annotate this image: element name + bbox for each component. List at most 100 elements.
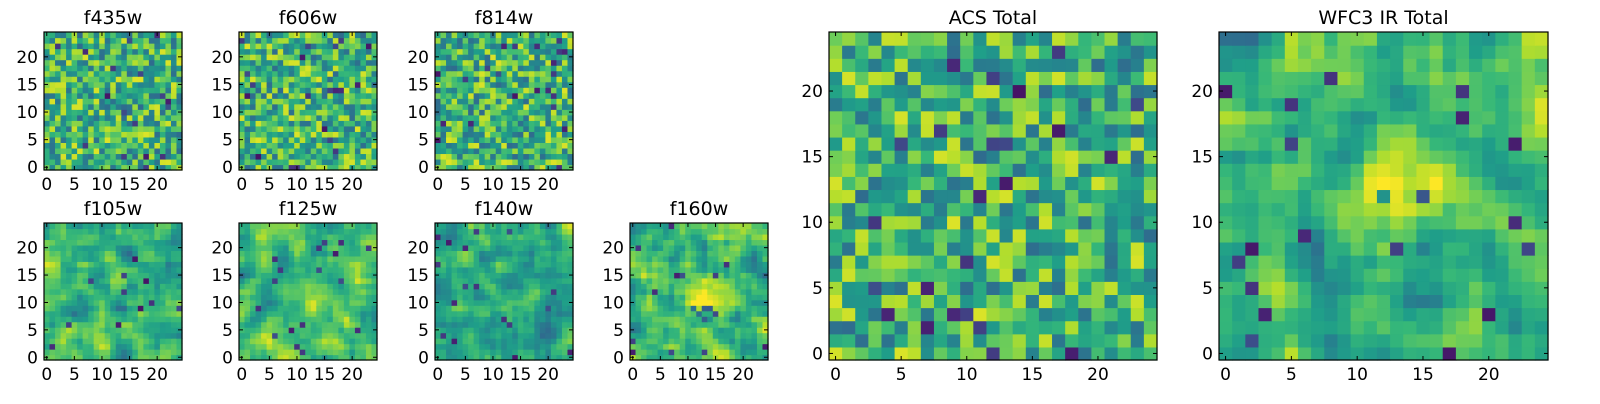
- heatmap-cell: [501, 311, 507, 317]
- heatmap-cell: [327, 223, 333, 229]
- heatmap-cell: [636, 344, 642, 350]
- heatmap-cell: [256, 38, 262, 44]
- heatmap-cell: [50, 338, 56, 344]
- heatmap-cell: [149, 322, 155, 328]
- heatmap-cell: [842, 308, 856, 322]
- heatmap-cell: [855, 150, 869, 164]
- heatmap-cell: [479, 250, 485, 256]
- heatmap-cell: [289, 294, 295, 300]
- heatmap-cell: [311, 333, 317, 339]
- heatmap-cell: [485, 142, 491, 148]
- heatmap-cell: [895, 176, 909, 190]
- heatmap-cell: [154, 131, 160, 137]
- heatmap-cell: [674, 327, 680, 333]
- heatmap-cell: [652, 283, 658, 289]
- heatmap-cell: [751, 344, 757, 350]
- heatmap-cell: [636, 245, 642, 251]
- heatmap-cell: [61, 333, 67, 339]
- heatmap-cell: [485, 311, 491, 317]
- heatmap-cell: [311, 109, 317, 115]
- heatmap-cell: [360, 327, 366, 333]
- heatmap-cell: [468, 245, 474, 251]
- heatmap-cell: [463, 256, 469, 262]
- heatmap-cell: [44, 256, 50, 262]
- heatmap-cell: [171, 300, 177, 306]
- heatmap-cell: [842, 203, 856, 217]
- heatmap-cell: [468, 142, 474, 148]
- heatmap-cell: [868, 203, 882, 217]
- heatmap-cell: [99, 82, 105, 88]
- heatmap-cell: [507, 256, 513, 262]
- heatmap-cell: [457, 239, 463, 245]
- heatmap-cell: [523, 131, 529, 137]
- heatmap-cell: [272, 316, 278, 322]
- heatmap-cell: [523, 43, 529, 49]
- heatmap-cell: [322, 87, 328, 93]
- heatmap-cell: [540, 38, 546, 44]
- heatmap-cell: [740, 305, 746, 311]
- heatmap-cell: [1065, 308, 1079, 322]
- heatmap-cell: [300, 87, 306, 93]
- heatmap-cell: [355, 104, 361, 110]
- heatmap-cell: [316, 349, 322, 355]
- heatmap-cell: [868, 163, 882, 177]
- heatmap-cell: [322, 283, 328, 289]
- heatmap-cell: [61, 126, 67, 132]
- heatmap-cell: [973, 255, 987, 269]
- heatmap-cell: [556, 82, 562, 88]
- heatmap-cell: [855, 163, 869, 177]
- heatmap-cell: [132, 223, 138, 229]
- heatmap-cell: [83, 153, 89, 159]
- heatmap-cell: [333, 159, 339, 165]
- heatmap-cell: [272, 148, 278, 154]
- heatmap-cell: [529, 76, 535, 82]
- heatmap-cell: [1118, 347, 1132, 361]
- heatmap-cell: [83, 131, 89, 137]
- heatmap-cell: [468, 159, 474, 165]
- heatmap-cell: [143, 120, 149, 126]
- heatmap-cell: [278, 159, 284, 165]
- heatmap-cell: [1118, 255, 1132, 269]
- heatmap-cell: [272, 82, 278, 88]
- heatmap-cell: [485, 148, 491, 154]
- heatmap-cell: [44, 153, 50, 159]
- heatmap-cell: [105, 159, 111, 165]
- heatmap-cell: [746, 245, 752, 251]
- heatmap-cell: [294, 126, 300, 132]
- heatmap-cell: [327, 305, 333, 311]
- heatmap-cell: [154, 261, 160, 267]
- heatmap-cell: [272, 65, 278, 71]
- heatmap-cell: [713, 278, 719, 284]
- heatmap-cell: [245, 234, 251, 240]
- heatmap-cell: [171, 43, 177, 49]
- heatmap-cell: [127, 267, 133, 273]
- heatmap-cell: [77, 322, 83, 328]
- heatmap-cell: [278, 267, 284, 273]
- heatmap-cell: [160, 245, 166, 251]
- heatmap-cell: [72, 316, 78, 322]
- heatmap-cell: [55, 153, 61, 159]
- heatmap-cell: [127, 159, 133, 165]
- heatmap-cell: [333, 272, 339, 278]
- heatmap-cell: [529, 82, 535, 88]
- heatmap-cell: [55, 344, 61, 350]
- heatmap-cell: [446, 223, 452, 229]
- heatmap-cell: [740, 267, 746, 273]
- heatmap-cell: [160, 115, 166, 121]
- heatmap-cell: [729, 311, 735, 317]
- heatmap-cell: [457, 228, 463, 234]
- heatmap-cell: [239, 98, 245, 104]
- heatmap-cell: [50, 344, 56, 350]
- heatmap-cell: [479, 148, 485, 154]
- heatmap-cell: [333, 223, 339, 229]
- heatmap-cell: [88, 256, 94, 262]
- heatmap-cell: [132, 267, 138, 273]
- heatmap-cell: [256, 60, 262, 66]
- heatmap-cell: [556, 38, 562, 44]
- heatmap-cell: [160, 65, 166, 71]
- heatmap-cell: [94, 223, 100, 229]
- heatmap-cell: [457, 137, 463, 143]
- heatmap-cell: [250, 305, 256, 311]
- heatmap-cell: [468, 32, 474, 38]
